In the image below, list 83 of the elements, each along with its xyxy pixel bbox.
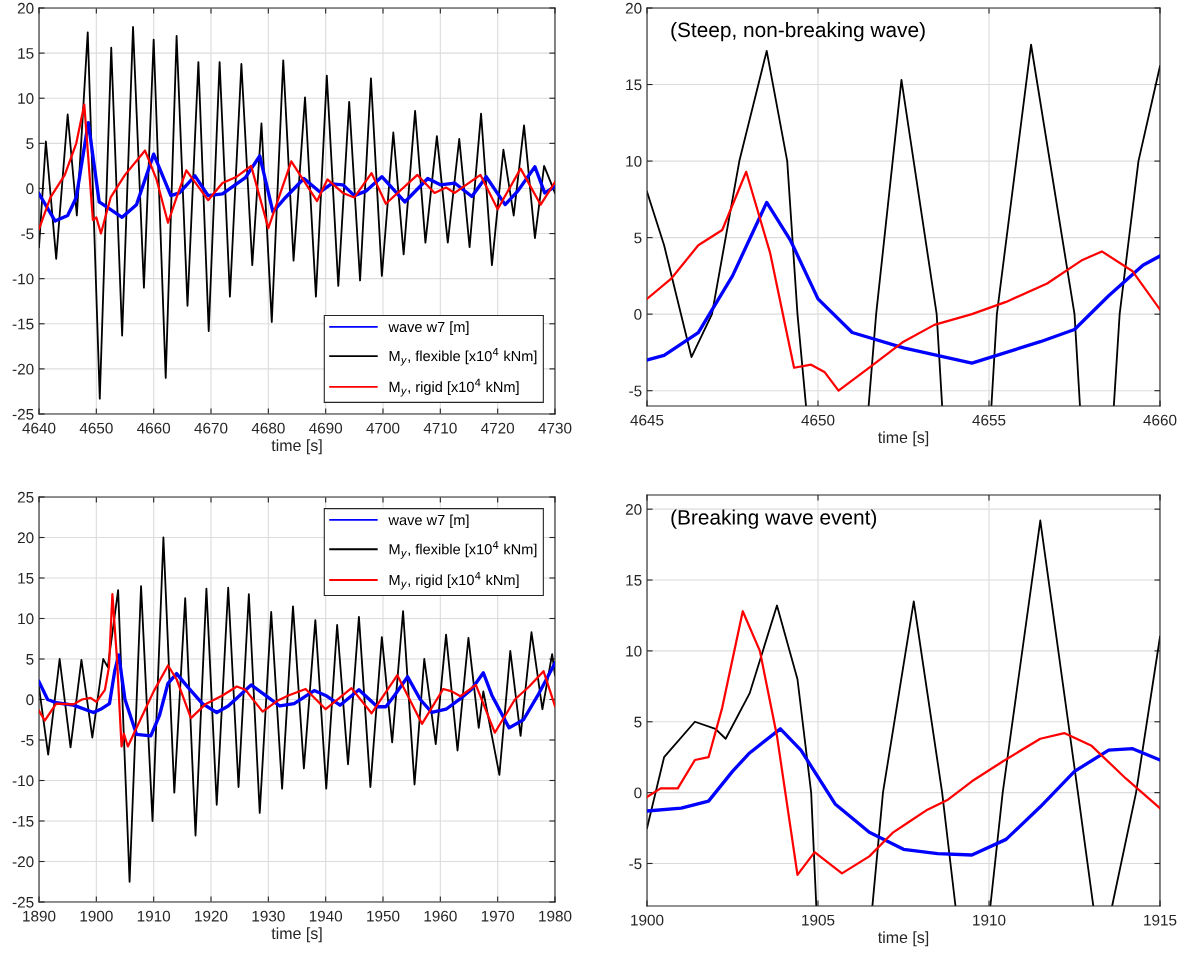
annotation: (Steep, non-breaking wave) (671, 21, 925, 42)
x-tick-label: 1900 (80, 910, 113, 922)
x-tick-label: 4710 (423, 422, 457, 434)
legend-label: M$_{y}$, flexible [x10$^{4}$ kNm] (389, 348, 537, 366)
line-series (647, 200, 1160, 365)
line-series (647, 610, 1160, 876)
x-tick-label: 1960 (424, 910, 457, 922)
x-tick-label: 1940 (309, 910, 343, 922)
x-tick-label: 4655 (972, 414, 1006, 426)
y-tick-label: 5 (26, 138, 34, 150)
x-tick-label: 1910 (137, 910, 171, 922)
y-tick-label: 15 (626, 79, 642, 91)
y-tick-label: 10 (626, 645, 642, 657)
y-tick-label: 25 (17, 491, 34, 503)
line-series (39, 26, 555, 400)
y-tick-label: -5 (629, 858, 642, 870)
y-tick-label: -20 (12, 856, 34, 868)
y-tick-label: -20 (12, 363, 34, 375)
legend-label: M$_{y}$, flexible [x10$^{4}$ kNm] (389, 541, 537, 559)
line-series (39, 120, 555, 223)
x-tick-label: 1915 (1144, 914, 1177, 926)
legend-label: M$_{y}$, rigid [x10$^{4}$ kNm] (389, 571, 519, 590)
line-series (647, 170, 1160, 392)
legend-label: wave w7 [m] (388, 514, 469, 529)
y-tick-label: 5 (26, 654, 34, 665)
y-tick-label: -10 (12, 775, 34, 787)
y-tick-label: 20 (17, 532, 34, 544)
y-tick-label: 10 (18, 93, 34, 104)
x-tick-label: 4650 (801, 414, 835, 426)
line-series (39, 536, 555, 883)
x-tick-label: 1890 (23, 910, 56, 922)
x-tick-label: 4680 (251, 422, 285, 434)
y-tick-label: 15 (18, 48, 34, 59)
x-axis-title: time [s] (878, 431, 929, 447)
y-tick-label: -15 (12, 816, 34, 827)
x-axis-title: time [s] (271, 927, 322, 943)
x-tick-label: 1950 (367, 910, 400, 922)
y-tick-label: -15 (12, 318, 34, 330)
x-tick-label: 1910 (973, 914, 1006, 926)
x-tick-label: 1920 (195, 910, 228, 922)
y-tick-label: 10 (18, 613, 34, 625)
x-axis-title: time [s] (878, 931, 929, 947)
x-tick-label: 4690 (309, 422, 343, 434)
x-tick-label: 4640 (22, 422, 56, 434)
y-tick-label: 0 (26, 183, 34, 195)
x-tick-label: 4720 (481, 422, 515, 434)
line-series (39, 653, 555, 738)
x-tick-label: 1900 (631, 914, 664, 926)
x-tick-label: 1980 (539, 910, 572, 922)
x-tick-label: 4660 (137, 422, 171, 434)
y-tick-label: 15 (626, 575, 642, 586)
x-tick-label: 1905 (802, 914, 835, 926)
y-tick-label: -5 (21, 735, 34, 746)
x-tick-label: 4670 (194, 422, 228, 434)
y-tick-label: 5 (634, 716, 642, 728)
y-tick-label: 0 (634, 787, 642, 799)
line-series (647, 727, 1160, 857)
legend-label: M$_{y}$, rigid [x10$^{4}$ kNm] (389, 378, 519, 397)
y-tick-label: -5 (21, 228, 34, 240)
x-tick-label: 4645 (630, 414, 664, 426)
y-tick-label: -25 (12, 896, 34, 908)
y-tick-label: -5 (629, 385, 642, 397)
y-tick-label: 20 (17, 2, 34, 14)
x-tick-label: 4660 (1143, 414, 1177, 426)
x-tick-label: 1930 (252, 910, 285, 922)
y-tick-label: -10 (12, 273, 34, 285)
line-series (39, 103, 555, 235)
y-tick-label: 10 (626, 155, 642, 167)
y-tick-label: 0 (634, 309, 642, 320)
annotation: (Breaking wave event) (671, 509, 877, 529)
y-tick-label: 20 (625, 2, 642, 14)
x-tick-label: 1970 (481, 910, 515, 922)
x-tick-label: 4730 (538, 422, 572, 434)
x-tick-label: 4700 (366, 422, 400, 434)
legend-label: wave w7 [m] (388, 321, 469, 335)
y-tick-label: 0 (26, 694, 34, 706)
x-axis-title: time [s] (271, 439, 322, 455)
y-tick-label: 15 (18, 573, 34, 584)
y-tick-label: 5 (634, 232, 642, 244)
y-tick-label: 20 (625, 504, 642, 515)
x-tick-label: 4650 (79, 422, 113, 434)
line-series (39, 593, 555, 748)
y-tick-label: -25 (12, 408, 34, 420)
